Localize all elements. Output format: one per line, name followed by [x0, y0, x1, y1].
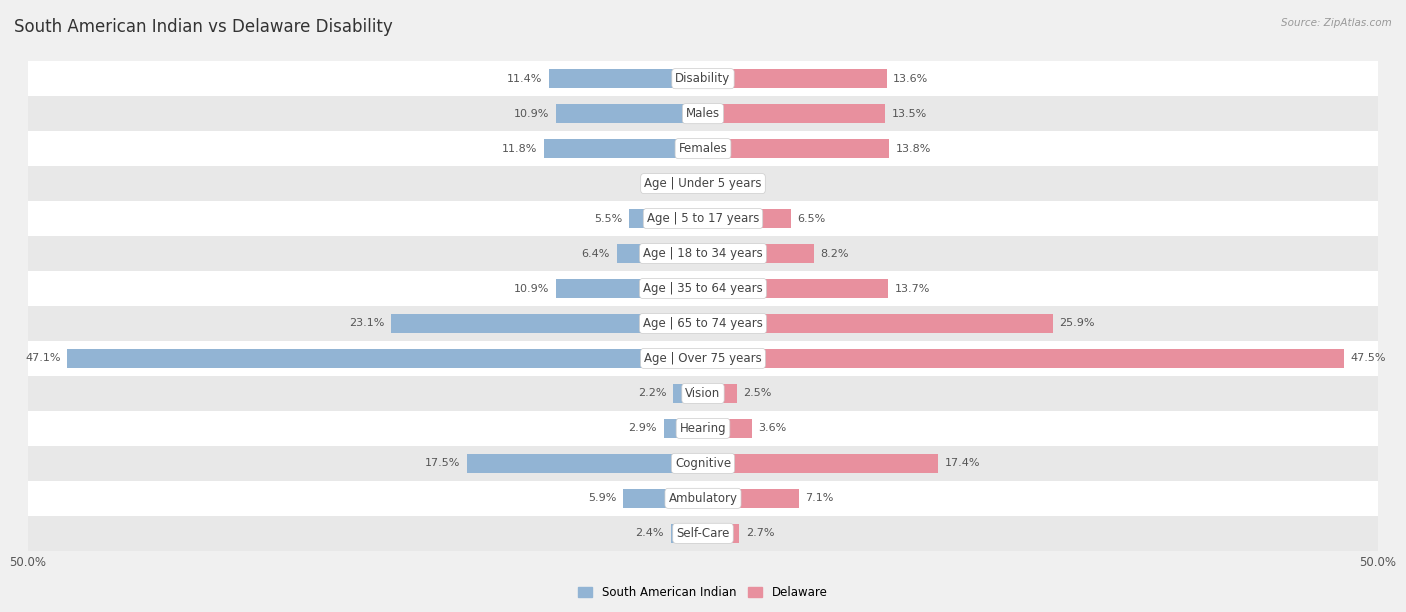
- Bar: [467, 453, 703, 473]
- Text: Disability: Disability: [675, 72, 731, 85]
- Bar: [703, 349, 1344, 368]
- Text: 5.9%: 5.9%: [588, 493, 617, 503]
- Bar: [703, 104, 886, 123]
- Bar: [686, 174, 703, 193]
- FancyBboxPatch shape: [28, 481, 1378, 516]
- FancyBboxPatch shape: [28, 201, 1378, 236]
- Bar: [703, 69, 887, 88]
- FancyBboxPatch shape: [28, 341, 1378, 376]
- Text: Cognitive: Cognitive: [675, 457, 731, 470]
- Text: 2.7%: 2.7%: [747, 528, 775, 539]
- FancyBboxPatch shape: [28, 166, 1378, 201]
- Text: Age | 5 to 17 years: Age | 5 to 17 years: [647, 212, 759, 225]
- Text: 5.5%: 5.5%: [593, 214, 621, 223]
- Text: Age | 35 to 64 years: Age | 35 to 64 years: [643, 282, 763, 295]
- Text: 2.5%: 2.5%: [744, 389, 772, 398]
- Text: 7.1%: 7.1%: [806, 493, 834, 503]
- Text: Vision: Vision: [685, 387, 721, 400]
- Bar: [544, 139, 703, 159]
- Text: 23.1%: 23.1%: [349, 318, 384, 329]
- FancyBboxPatch shape: [28, 376, 1378, 411]
- Text: 13.6%: 13.6%: [893, 73, 928, 84]
- Bar: [673, 384, 703, 403]
- Text: Self-Care: Self-Care: [676, 527, 730, 540]
- Text: 17.5%: 17.5%: [425, 458, 460, 468]
- Text: 6.4%: 6.4%: [582, 248, 610, 258]
- Bar: [703, 419, 752, 438]
- Text: Males: Males: [686, 107, 720, 120]
- Text: 47.1%: 47.1%: [25, 354, 60, 364]
- Bar: [703, 139, 889, 159]
- Bar: [555, 279, 703, 298]
- Text: 6.5%: 6.5%: [797, 214, 825, 223]
- Text: Source: ZipAtlas.com: Source: ZipAtlas.com: [1281, 18, 1392, 28]
- Text: 2.9%: 2.9%: [628, 424, 657, 433]
- FancyBboxPatch shape: [28, 61, 1378, 96]
- Text: Females: Females: [679, 142, 727, 155]
- Text: 17.4%: 17.4%: [945, 458, 980, 468]
- Bar: [703, 174, 723, 193]
- Bar: [703, 384, 737, 403]
- Bar: [67, 349, 703, 368]
- FancyBboxPatch shape: [28, 236, 1378, 271]
- Bar: [391, 314, 703, 333]
- FancyBboxPatch shape: [28, 96, 1378, 131]
- Text: South American Indian vs Delaware Disability: South American Indian vs Delaware Disabi…: [14, 18, 392, 36]
- Text: 13.8%: 13.8%: [896, 144, 931, 154]
- Bar: [623, 489, 703, 508]
- Bar: [555, 104, 703, 123]
- Text: Age | 18 to 34 years: Age | 18 to 34 years: [643, 247, 763, 260]
- Bar: [671, 524, 703, 543]
- Text: 1.3%: 1.3%: [651, 179, 679, 188]
- Bar: [628, 209, 703, 228]
- FancyBboxPatch shape: [28, 131, 1378, 166]
- Bar: [703, 244, 814, 263]
- Text: Age | Over 75 years: Age | Over 75 years: [644, 352, 762, 365]
- Text: 2.4%: 2.4%: [636, 528, 664, 539]
- Text: 13.7%: 13.7%: [894, 283, 929, 294]
- Text: 8.2%: 8.2%: [821, 248, 849, 258]
- Bar: [703, 209, 790, 228]
- Text: 3.6%: 3.6%: [758, 424, 786, 433]
- Bar: [703, 524, 740, 543]
- FancyBboxPatch shape: [28, 271, 1378, 306]
- Bar: [664, 419, 703, 438]
- Text: 25.9%: 25.9%: [1059, 318, 1095, 329]
- Text: 2.2%: 2.2%: [638, 389, 666, 398]
- Text: Age | 65 to 74 years: Age | 65 to 74 years: [643, 317, 763, 330]
- Text: 1.5%: 1.5%: [730, 179, 758, 188]
- Text: Hearing: Hearing: [679, 422, 727, 435]
- Bar: [703, 279, 889, 298]
- Bar: [703, 489, 799, 508]
- FancyBboxPatch shape: [28, 411, 1378, 446]
- Text: 11.4%: 11.4%: [508, 73, 543, 84]
- Bar: [703, 314, 1053, 333]
- FancyBboxPatch shape: [28, 446, 1378, 481]
- Text: Age | Under 5 years: Age | Under 5 years: [644, 177, 762, 190]
- Text: 11.8%: 11.8%: [502, 144, 537, 154]
- Text: 10.9%: 10.9%: [513, 109, 550, 119]
- FancyBboxPatch shape: [28, 306, 1378, 341]
- Bar: [617, 244, 703, 263]
- Text: 13.5%: 13.5%: [891, 109, 927, 119]
- Text: 10.9%: 10.9%: [513, 283, 550, 294]
- Bar: [703, 453, 938, 473]
- FancyBboxPatch shape: [28, 516, 1378, 551]
- Legend: South American Indian, Delaware: South American Indian, Delaware: [574, 581, 832, 603]
- Text: Ambulatory: Ambulatory: [668, 492, 738, 505]
- Bar: [550, 69, 703, 88]
- Text: 47.5%: 47.5%: [1351, 354, 1386, 364]
